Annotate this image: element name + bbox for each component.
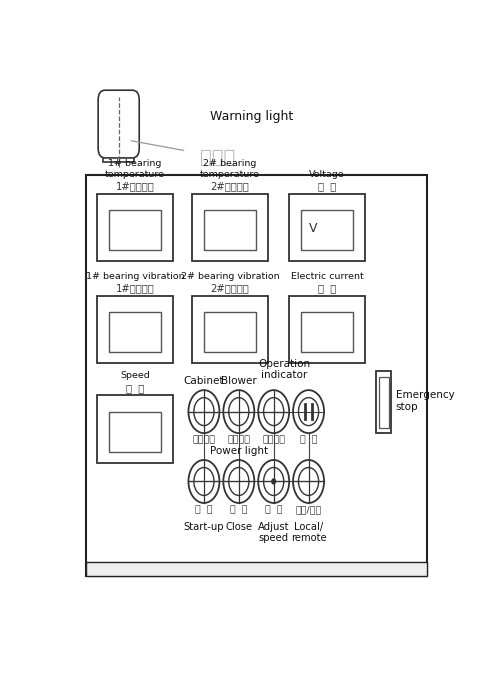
Text: Operation
indicator: Operation indicator [258, 359, 310, 380]
Bar [98, 396, 173, 463]
Circle shape [272, 479, 276, 484]
Text: Warning light: Warning light [210, 110, 293, 123]
Text: 停  止: 停 止 [230, 505, 248, 514]
Text: 启  动: 启 动 [195, 505, 212, 514]
Text: 电  压: 电 压 [318, 181, 336, 191]
Text: 警示灯: 警示灯 [200, 148, 235, 168]
Text: Close: Close [225, 522, 252, 532]
Bar [204, 312, 256, 352]
Text: 电源指示: 电源指示 [192, 436, 216, 445]
Text: 1#轴承温度: 1#轴承温度 [116, 181, 154, 191]
Text: Local/
remote: Local/ remote [291, 522, 326, 543]
Bar [204, 210, 256, 251]
Text: Electric current: Electric current [290, 272, 364, 281]
Text: 急  停: 急 停 [300, 436, 318, 445]
Text: 2# bearing vibration: 2# bearing vibration [181, 272, 280, 281]
Bar [98, 296, 173, 363]
Text: Emergency
stop: Emergency stop [396, 390, 454, 412]
Bar [378, 377, 389, 428]
Bar [103, 148, 134, 162]
Bar [86, 562, 426, 576]
Bar [109, 412, 162, 452]
Text: Cabinet: Cabinet [184, 376, 224, 386]
Bar [192, 296, 268, 363]
Bar [98, 194, 173, 261]
Text: Blower: Blower [221, 376, 256, 386]
Bar [192, 194, 268, 261]
Text: Adjust
speed: Adjust speed [258, 522, 290, 543]
Text: 1# bearing
temperature: 1# bearing temperature [105, 159, 165, 179]
Bar [289, 296, 365, 363]
Text: 2# bearing
temperature: 2# bearing temperature [200, 159, 260, 179]
Text: 2#轴承振动: 2#轴承振动 [210, 283, 250, 293]
Text: Voltage: Voltage [309, 170, 345, 179]
Text: 电源指示: 电源指示 [228, 436, 250, 445]
Text: 转  速: 转 速 [126, 383, 144, 393]
Text: 1# bearing vibration: 1# bearing vibration [86, 272, 184, 281]
Text: Power light: Power light [210, 446, 268, 456]
Bar [301, 312, 353, 352]
Bar [376, 371, 391, 433]
Text: 运行指示: 运行指示 [262, 436, 285, 445]
Text: 就地/远程: 就地/远程 [296, 505, 322, 514]
Text: Speed: Speed [120, 371, 150, 380]
Text: V: V [308, 222, 317, 235]
Bar [109, 210, 162, 251]
FancyBboxPatch shape [98, 90, 139, 158]
Bar [109, 312, 162, 352]
Text: 调  速: 调 速 [265, 505, 282, 514]
Bar [289, 194, 365, 261]
Bar [301, 210, 353, 251]
Bar [86, 175, 426, 576]
Text: 电  流: 电 流 [318, 283, 336, 293]
Text: 2#轴承温度: 2#轴承温度 [210, 181, 250, 191]
Text: 1#轴承振动: 1#轴承振动 [116, 283, 154, 293]
Text: Start-up: Start-up [184, 522, 224, 532]
